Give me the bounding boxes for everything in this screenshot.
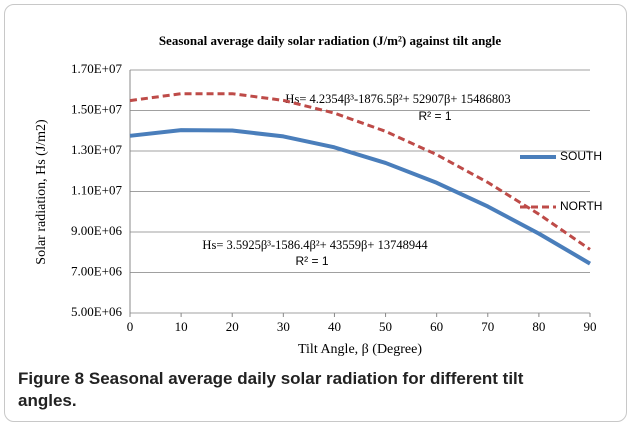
caption-text: Seasonal average daily solar radiation f… xyxy=(18,369,524,410)
x-tick-label: 40 xyxy=(328,319,341,334)
x-tick-label: 50 xyxy=(379,319,392,334)
x-tick-label: 30 xyxy=(277,319,290,334)
chart-title: Seasonal average daily solar radiation (… xyxy=(159,33,502,48)
y-tick-label: 1.30E+07 xyxy=(71,142,123,157)
annotation: Hs= 4.2354β³-1876.5β²+ 52907β+ 15486803 xyxy=(285,92,510,106)
series-line xyxy=(129,128,592,266)
y-tick-label: 9.00E+06 xyxy=(71,223,123,238)
y-tick-label: 7.00E+06 xyxy=(71,263,123,278)
annotation: Hs= 3.5925β³-1586.4β²+ 43559β+ 13748944 xyxy=(202,238,428,252)
annotation: R² = 1 xyxy=(418,109,451,123)
x-tick-label: 20 xyxy=(226,319,239,334)
legend-label: SOUTH xyxy=(560,149,602,163)
x-tick-label: 10 xyxy=(175,319,188,334)
x-tick-label: 80 xyxy=(532,319,545,334)
annotation: R² = 1 xyxy=(295,254,328,268)
frame xyxy=(4,4,627,422)
x-axis-label: Tilt Angle, β (Degree) xyxy=(298,342,422,357)
x-tick-label: 70 xyxy=(481,319,494,334)
series-line xyxy=(129,92,591,251)
legend-label: NORTH xyxy=(560,199,602,213)
y-tick-label: 1.70E+07 xyxy=(71,61,123,76)
y-tick-label: 1.50E+07 xyxy=(71,101,123,116)
x-tick-label: 0 xyxy=(127,319,134,334)
chart: Seasonal average daily solar radiation (… xyxy=(34,33,602,357)
caption: Figure 8 Seasonal average daily solar ra… xyxy=(18,368,578,412)
caption-label: Figure 8 xyxy=(18,369,85,388)
x-tick-label: 60 xyxy=(430,319,443,334)
y-axis-label: Solar radiation, Hs (J/m2) xyxy=(34,119,49,265)
y-tick-label: 1.10E+07 xyxy=(71,182,123,197)
y-tick-label: 5.00E+06 xyxy=(71,304,123,319)
x-tick-label: 90 xyxy=(584,319,597,334)
